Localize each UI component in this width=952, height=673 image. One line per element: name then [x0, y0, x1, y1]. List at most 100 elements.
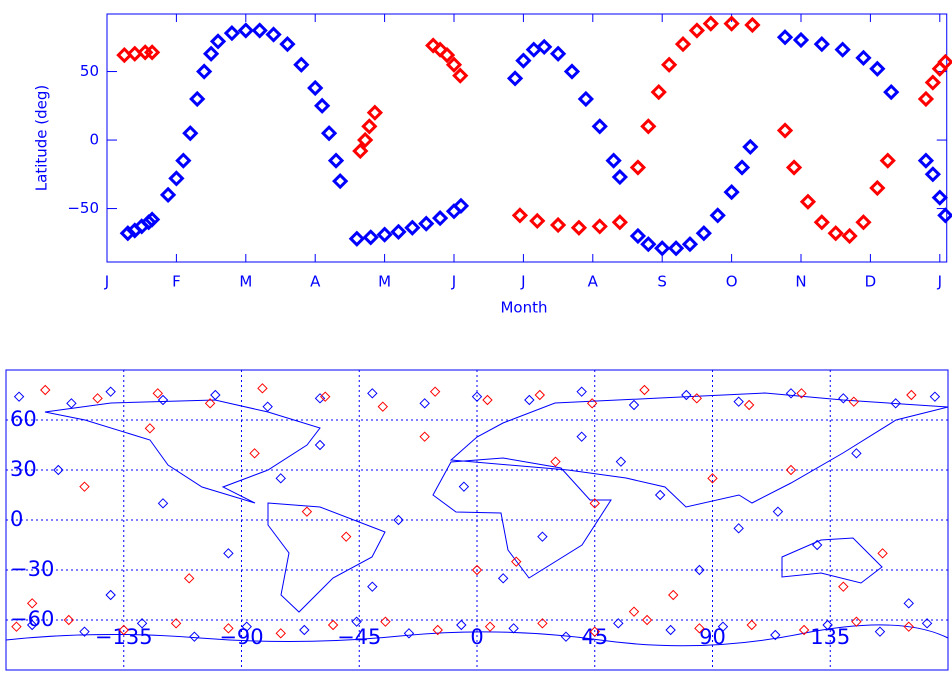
- point: [431, 210, 449, 227]
- point: [438, 46, 456, 64]
- point: [668, 589, 679, 601]
- point: [92, 393, 103, 404]
- x-tick-label: 135: [810, 625, 850, 649]
- point: [237, 22, 254, 39]
- point: [497, 573, 509, 584]
- point: [66, 398, 77, 409]
- point: [183, 573, 195, 584]
- point: [772, 506, 784, 517]
- point: [314, 393, 326, 404]
- point: [515, 52, 532, 69]
- point: [357, 131, 374, 149]
- point: [615, 456, 627, 467]
- point: [681, 389, 692, 401]
- point: [776, 122, 794, 139]
- point: [182, 125, 199, 142]
- point: [848, 396, 860, 407]
- point: [851, 448, 862, 459]
- point: [251, 22, 268, 39]
- point: [241, 621, 252, 632]
- point: [168, 170, 185, 187]
- point: [586, 398, 598, 409]
- point: [223, 548, 234, 559]
- x-tick-label: O: [726, 273, 738, 291]
- point: [869, 60, 886, 77]
- point: [611, 214, 628, 231]
- point: [118, 624, 129, 636]
- point: [144, 423, 156, 434]
- point: [841, 227, 858, 245]
- point: [320, 391, 331, 402]
- point: [639, 384, 650, 396]
- x-tick-label: −135: [95, 625, 153, 649]
- point: [299, 624, 310, 636]
- point: [537, 531, 548, 542]
- point: [921, 618, 933, 629]
- point: [265, 26, 282, 43]
- point: [482, 394, 493, 406]
- point: [613, 618, 624, 629]
- point: [393, 514, 404, 526]
- point: [654, 240, 671, 257]
- point: [257, 383, 268, 394]
- point: [327, 152, 345, 169]
- point: [822, 619, 833, 631]
- y-axis-label: Latitude (deg): [33, 85, 51, 191]
- point: [275, 473, 286, 484]
- point: [929, 391, 941, 402]
- y-tick-label: −50: [67, 199, 99, 217]
- point: [210, 389, 221, 401]
- coastline: [432, 457, 612, 579]
- x-tick-label: J: [104, 273, 109, 291]
- point: [629, 227, 647, 245]
- point: [536, 38, 553, 56]
- point: [40, 384, 51, 396]
- point: [799, 193, 817, 210]
- point: [549, 45, 567, 62]
- point: [140, 214, 157, 231]
- point: [570, 219, 588, 236]
- point: [105, 386, 116, 397]
- point: [390, 223, 407, 240]
- point: [924, 74, 941, 91]
- point: [314, 439, 326, 451]
- point: [650, 83, 667, 101]
- point: [352, 142, 369, 160]
- point: [674, 36, 692, 53]
- point: [26, 619, 38, 631]
- point: [362, 229, 379, 246]
- point: [524, 394, 535, 406]
- point: [26, 598, 38, 609]
- point: [681, 236, 699, 253]
- point: [550, 456, 561, 467]
- point: [13, 391, 25, 402]
- x-tick-label: A: [310, 273, 321, 291]
- x-tick-label: S: [657, 273, 667, 291]
- point: [196, 63, 213, 80]
- point: [262, 401, 273, 412]
- point: [452, 67, 469, 84]
- point: [511, 556, 522, 567]
- point: [903, 621, 914, 632]
- point: [903, 598, 914, 609]
- y-tick-label: 0: [89, 131, 99, 149]
- point: [917, 90, 935, 108]
- point: [924, 166, 941, 183]
- point: [869, 179, 886, 197]
- point: [314, 97, 331, 114]
- point: [367, 388, 378, 399]
- point: [119, 225, 136, 242]
- point: [589, 626, 600, 637]
- point: [170, 618, 182, 629]
- point: [906, 389, 917, 401]
- point: [432, 624, 443, 636]
- x-tick-label: J: [937, 273, 942, 291]
- point: [445, 56, 463, 73]
- x-tick-label: J: [451, 273, 456, 291]
- point: [275, 628, 286, 639]
- point: [785, 464, 797, 476]
- point: [874, 626, 886, 637]
- point: [458, 481, 470, 492]
